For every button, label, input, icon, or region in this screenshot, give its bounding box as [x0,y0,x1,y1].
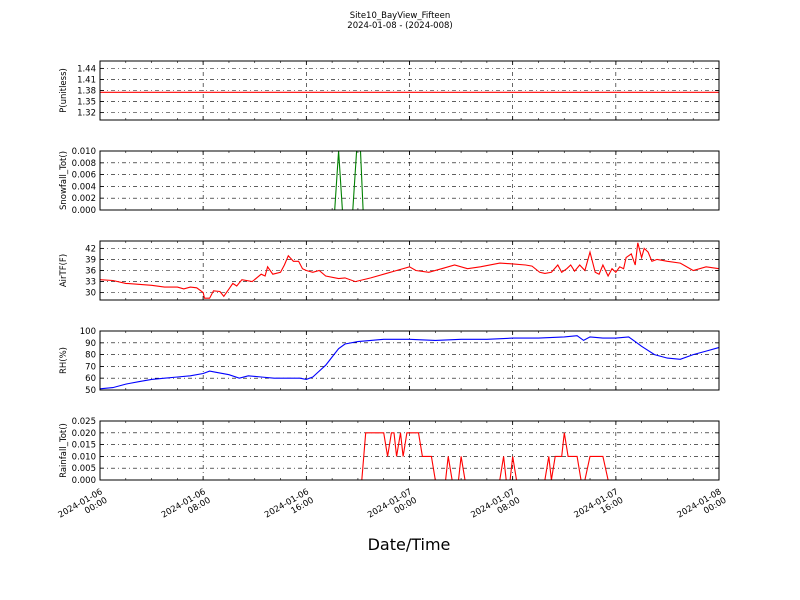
y-tick-label: 60 [85,374,96,384]
axes-frame [99,420,720,481]
y-tick-label: 0.020 [72,429,96,439]
y-tick-label: 0.002 [72,194,96,204]
y-tick-label: 36 [85,267,96,277]
axes-frame [99,330,720,391]
y-tick-label: 0.015 [72,441,96,451]
y-tick-label: 33 [85,278,96,288]
y-tick-label: 1.41 [77,75,96,85]
y-tick-label: 90 [85,339,96,349]
y-axis-label: AirTF(F) [59,254,69,287]
subplot-1: 1.441.41 1.381.351.32 P(unitless) [59,60,720,121]
x-tick-label: 2024-01-0608:00 [160,487,213,529]
y-tick-label: 1.35 [77,98,96,108]
x-tick-label: 2024-01-0600:00 [57,487,110,529]
x-tick-label: 2024-01-0716:00 [573,487,626,529]
axes-frame [99,60,720,121]
y-tick-label: 70 [85,362,96,372]
y-tick-label: 1.32 [77,109,96,119]
y-tick-label: 0.006 [72,171,96,181]
y-axis-label: RH(%) [59,347,69,374]
chart-title: Site10_BayView_Fifteen [349,11,451,21]
y-tick-label: 100 [80,327,96,337]
y-tick-label: 39 [85,255,96,265]
x-tick-label: 2024-01-0800:00 [676,487,729,529]
chart-subtitle: 2024-01-08 - (2024-008) [347,21,453,31]
series-line [100,432,719,480]
y-tick-label: 1.38 [77,87,96,97]
y-tick-label: 1.44 [77,64,96,74]
y-tick-label: 80 [85,351,96,361]
y-axis-label: P(unitless) [59,68,69,113]
y-tick-label: 0.005 [72,464,96,474]
x-tick-label: 2024-01-0700:00 [366,487,419,529]
x-tick-label: 2024-01-0708:00 [469,487,522,529]
y-tick-label: 0.010 [72,147,96,157]
y-tick-label: 0.004 [72,182,96,192]
series-line [100,151,719,210]
y-tick-label: 50 [85,386,96,396]
y-tick-label: 0.010 [72,452,96,462]
y-tick-label: 0.008 [72,159,96,169]
x-tick-label: 2024-01-0616:00 [263,487,316,529]
series-line [100,335,719,390]
y-tick-label: 0.000 [72,206,96,216]
axes-frame [99,240,720,301]
y-tick-label: 0.000 [72,476,96,486]
y-tick-label: 0.025 [72,417,96,427]
y-tick-label: 42 [85,244,96,254]
x-axis-label: Date/Time [368,535,451,554]
y-axis-label: Snowfall_Tot() [59,151,69,210]
axes-frame [99,150,720,211]
series-line [100,242,719,299]
y-tick-label: 30 [85,289,96,299]
y-axis-label: Rainfall_Tot() [59,423,69,478]
